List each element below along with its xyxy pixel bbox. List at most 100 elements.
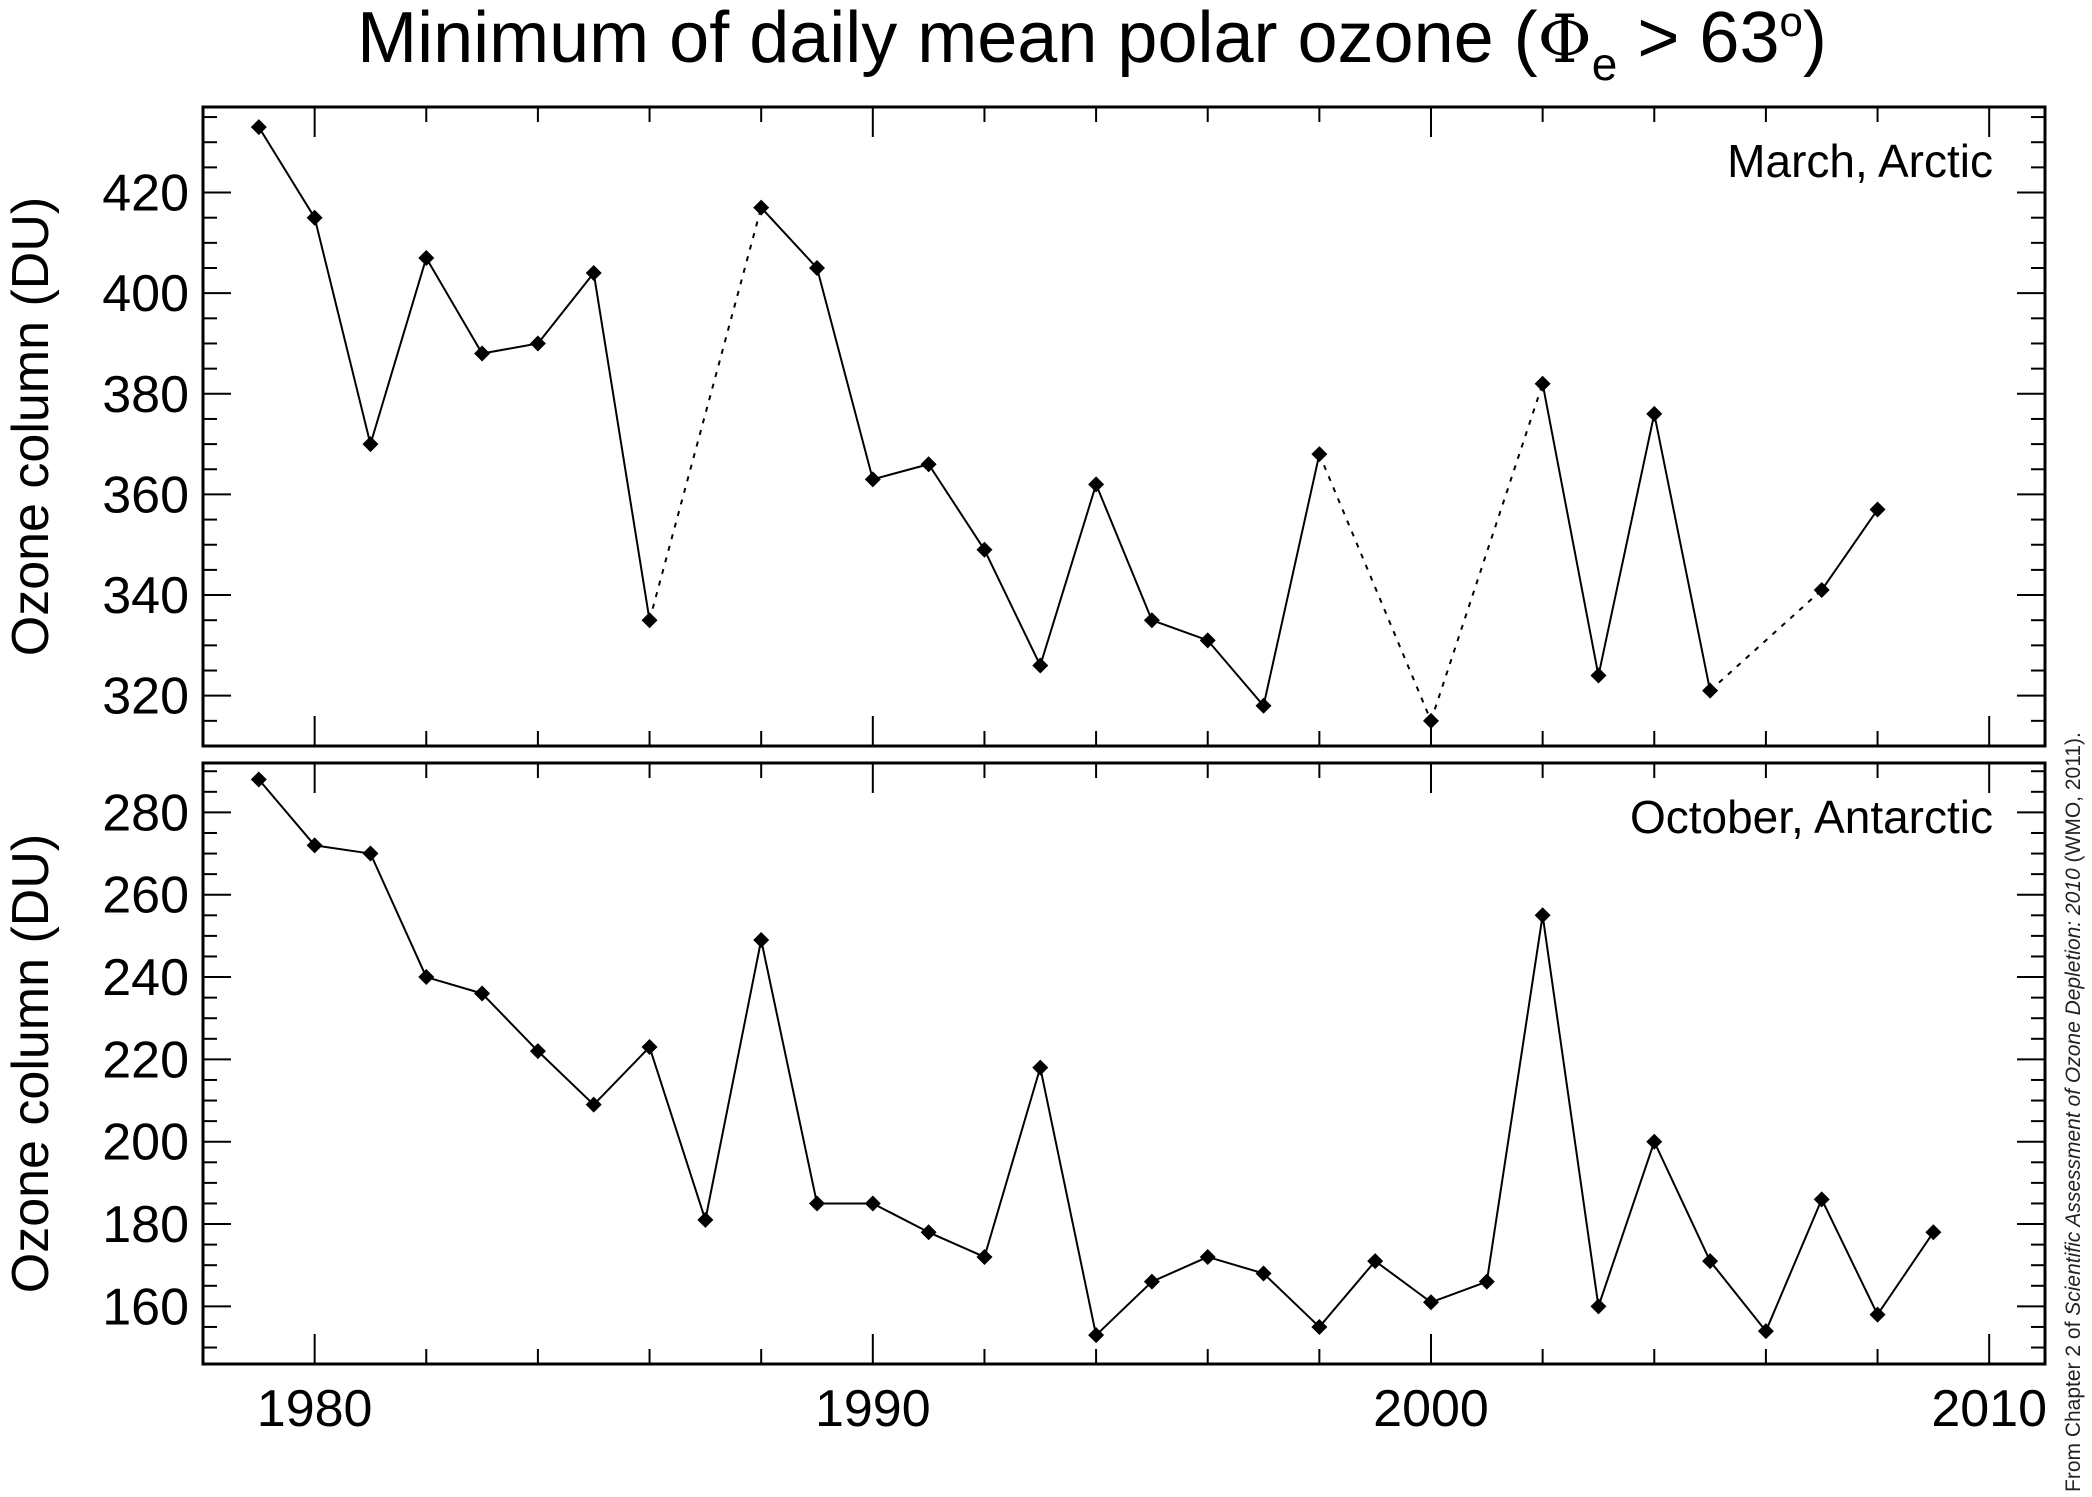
arctic-data-point	[1088, 476, 1105, 493]
arctic-y-tick-label: 380	[102, 366, 189, 424]
antarctic-series-segment	[648, 1046, 707, 1221]
arctic-data-point	[920, 456, 937, 473]
arctic-data-point	[1032, 657, 1049, 674]
antarctic-plot-frame	[201, 761, 2047, 1366]
antarctic-y-tick-label: 260	[102, 867, 189, 925]
antarctic-series-segment	[1151, 1256, 1209, 1283]
antarctic-series-segment	[1820, 1198, 1879, 1316]
arctic-series-segment	[927, 463, 986, 551]
antarctic-series-segment	[1653, 1141, 1711, 1262]
antarctic-series-segment	[1485, 915, 1544, 1282]
antarctic-series-segment	[425, 976, 483, 995]
antarctic-series-segment	[593, 1046, 651, 1106]
arctic-y-tick-label: 420	[102, 165, 189, 223]
arctic-series-segment	[257, 126, 316, 219]
antarctic-data-point	[1590, 1298, 1607, 1315]
antarctic-series-segment	[537, 1050, 595, 1106]
antarctic-data-point	[585, 1096, 602, 1113]
antarctic-y-tick-label: 240	[102, 949, 189, 1007]
arctic-data-point	[474, 345, 491, 362]
arctic-series-segment	[1262, 453, 1321, 706]
antarctic-x-tick-label: 2010	[1931, 1380, 2047, 1438]
arctic-gap-segment	[1318, 453, 1432, 722]
antarctic-y-tick-label: 160	[102, 1278, 189, 1336]
arctic-series-segment	[537, 272, 595, 345]
antarctic-data-point	[362, 845, 379, 862]
arctic-data-point	[1423, 712, 1439, 729]
antarctic-series-segment	[1207, 1256, 1264, 1275]
arctic-data-point	[1813, 582, 1830, 599]
arctic-series-segment	[481, 342, 539, 355]
arctic-data-point	[1869, 501, 1886, 518]
antarctic-series-segment	[928, 1231, 985, 1258]
antarctic-data-point	[1143, 1273, 1160, 1290]
antarctic-data-point	[1311, 1318, 1328, 1335]
antarctic-x-tick-label: 2000	[1373, 1380, 1489, 1438]
arctic-series-segment	[1597, 413, 1656, 676]
antarctic-series-segment	[369, 853, 428, 978]
antarctic-data-point	[1199, 1248, 1216, 1265]
arctic-data-point	[362, 436, 379, 453]
arctic-series-segment	[1206, 639, 1265, 707]
arctic-data-point	[1702, 682, 1719, 699]
antarctic-series-segment	[314, 844, 371, 855]
arctic-gap-segment	[648, 207, 763, 621]
antarctic-data-point	[1869, 1306, 1886, 1323]
antarctic-panel-label: October, Antarctic	[1630, 791, 1993, 843]
arctic-series-segment	[1653, 413, 1712, 691]
antarctic-series-segment	[1541, 915, 1600, 1307]
arctic-data-point	[1311, 446, 1328, 463]
arctic-y-tick-label: 360	[102, 466, 189, 524]
arctic-series-segment	[1820, 508, 1879, 591]
antarctic-series-segment	[1374, 1260, 1432, 1304]
antarctic-series-segment	[1876, 1231, 1935, 1316]
arctic-series-segment	[425, 257, 483, 355]
antarctic-y-tick-label: 220	[102, 1031, 189, 1089]
antarctic-data-point	[976, 1248, 993, 1265]
antarctic-data-point	[1032, 1059, 1049, 1076]
antarctic-data-point	[1702, 1253, 1719, 1270]
antarctic-data-point	[418, 969, 435, 986]
arctic-data-point	[1255, 697, 1272, 714]
arctic-y-axis-label: Ozone column (DU)	[2, 197, 60, 656]
arctic-series-segment	[592, 272, 651, 621]
arctic-y-tick-label: 400	[102, 265, 189, 323]
arctic-data-point	[1646, 405, 1663, 422]
arctic-data-point	[585, 265, 602, 282]
antarctic-x-tick-label: 1980	[257, 1380, 373, 1438]
arctic-plot-frame	[201, 105, 2047, 748]
antarctic-data-point	[920, 1224, 937, 1241]
arctic-panel-label: March, Arctic	[1727, 135, 1993, 187]
arctic-series-segment	[313, 217, 372, 445]
arctic-gap-segment	[1430, 383, 1544, 722]
arctic-data-point	[1534, 375, 1551, 392]
antarctic-data-point	[250, 771, 267, 788]
arctic-data-point	[250, 119, 267, 136]
arctic-series-segment	[1541, 383, 1600, 676]
antarctic-data-point	[864, 1195, 881, 1212]
arctic-panel: 320 340 360 380 400 420 Ozone column (DU) March…	[2, 105, 2047, 748]
antarctic-data-point	[697, 1211, 714, 1228]
antarctic-data-point	[529, 1043, 546, 1060]
arctic-data-point	[1590, 667, 1607, 684]
arctic-series-segment	[1039, 484, 1098, 666]
antarctic-y-tick-label: 280	[102, 784, 189, 842]
antarctic-data-point	[1813, 1191, 1830, 1208]
arctic-data-point	[976, 541, 993, 558]
arctic-data-point	[418, 249, 435, 266]
antarctic-x-tick-label: 1990	[815, 1380, 931, 1438]
arctic-gap-segment	[1709, 589, 1823, 692]
arctic-series-segment	[760, 206, 818, 269]
arctic-series-segment	[369, 257, 428, 445]
chart-title: Minimum of daily mean polar ozone (Φe > …	[357, 0, 1827, 90]
arctic-series-segment	[1151, 619, 1209, 642]
antarctic-series-segment	[1430, 1280, 1488, 1304]
antarctic-series-segment	[258, 778, 316, 846]
antarctic-data-point	[474, 985, 491, 1002]
antarctic-series-segment	[704, 939, 763, 1221]
antarctic-data-point	[1646, 1133, 1663, 1150]
arctic-series-segment	[872, 463, 929, 481]
antarctic-series-segment	[1039, 1067, 1098, 1336]
arctic-series-segment	[983, 549, 1042, 666]
antarctic-data-point	[1757, 1323, 1774, 1340]
